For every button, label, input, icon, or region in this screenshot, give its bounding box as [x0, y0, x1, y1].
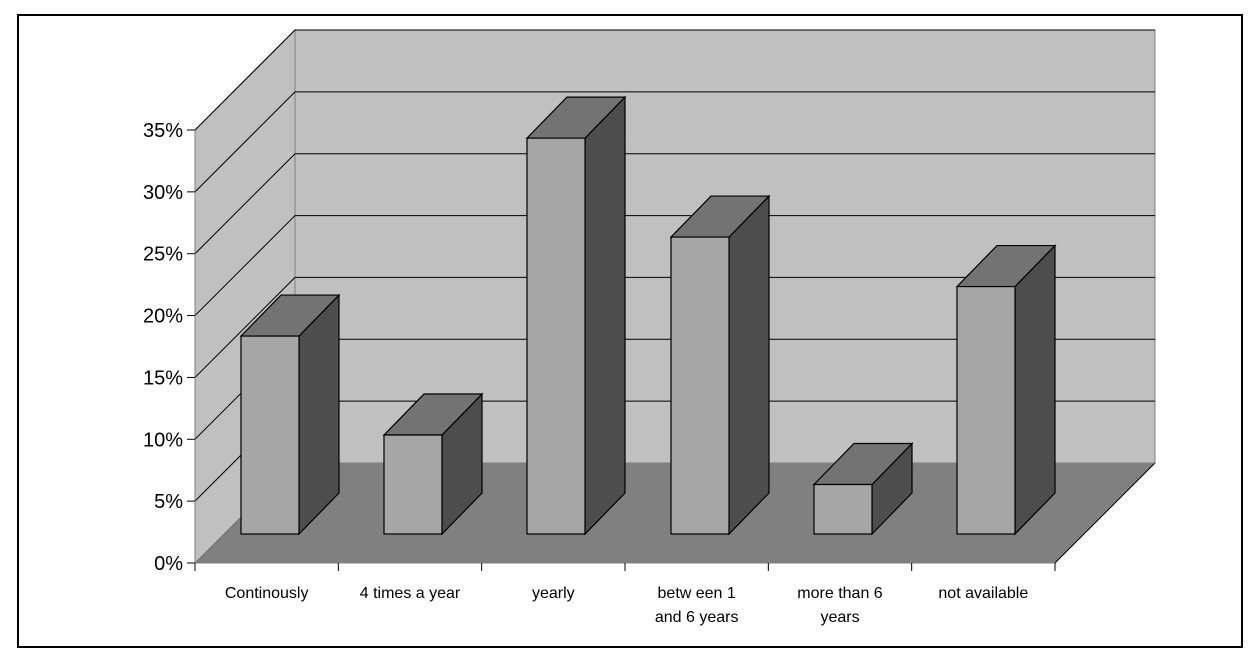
bar-side — [584, 95, 626, 536]
bar-side — [298, 293, 340, 536]
bar — [670, 236, 730, 535]
gridline-25 — [194, 153, 1155, 255]
x-tick-label: not available — [938, 585, 1028, 602]
gridline-15 — [194, 276, 1155, 378]
x-tick-label: 4 times a year — [360, 585, 461, 602]
x-tick-label: more than 6 years — [797, 585, 882, 626]
bar — [240, 335, 300, 535]
bar-side — [728, 194, 770, 536]
y-tick-label: 20% — [143, 306, 183, 328]
y-tick-label: 5% — [154, 491, 183, 513]
bar — [383, 434, 443, 535]
y-tick-label: 15% — [143, 367, 183, 389]
gridline-20 — [194, 215, 1155, 316]
bar — [526, 137, 586, 535]
y-tick-label: 10% — [143, 429, 183, 451]
gridline-30 — [194, 91, 1155, 193]
y-tick-label: 30% — [143, 182, 183, 204]
y-tick-label: 0% — [154, 553, 183, 575]
bar-side — [1014, 244, 1056, 536]
x-tick-label: betw een 1 and 6 years — [655, 585, 739, 626]
x-tick-label: yearly — [532, 585, 575, 602]
y-tick-label: 35% — [143, 120, 183, 142]
y-tick-label: 25% — [143, 244, 183, 266]
x-tick-label: Continously — [225, 585, 309, 602]
bar — [813, 483, 873, 535]
bar — [956, 285, 1016, 535]
gridline-35 — [194, 29, 1155, 131]
